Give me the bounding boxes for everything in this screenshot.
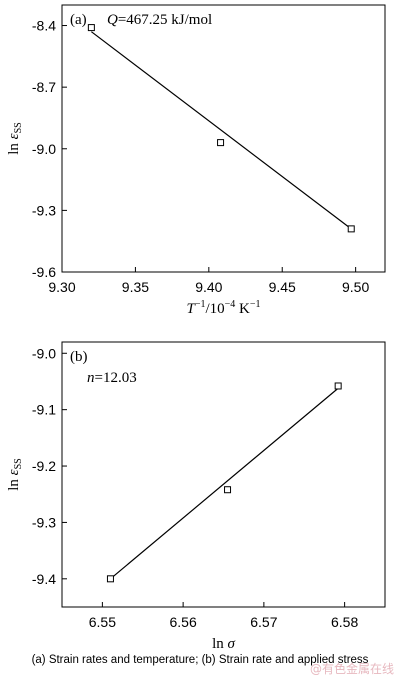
- data-point: [87, 24, 95, 32]
- panel-label: (b): [70, 349, 88, 365]
- y-tick-label: -8.4: [32, 18, 56, 34]
- data-point: [217, 139, 225, 147]
- figure-caption: (a) Strain rates and temperature; (b) St…: [31, 654, 369, 666]
- plot-frame: [61, 4, 386, 273]
- annotation: Q=467.25 kJ/mol: [107, 12, 212, 28]
- panel-label: (a): [70, 12, 87, 28]
- y-tick-label: -8.7: [32, 79, 56, 95]
- x-tick-label: 6.57: [250, 614, 277, 630]
- y-tick-label: -9.6: [32, 264, 56, 280]
- x-tick-label: 9.40: [195, 279, 222, 295]
- panel-a: 9.30 9.35 9.40 9.45 9.50 -9.6 -9.3 -9.0 -8.7 -8.4…: [6, 4, 386, 317]
- x-tick-label: 9.30: [48, 279, 75, 295]
- data-point: [334, 382, 342, 390]
- y-tick-label: -9.1: [32, 402, 56, 418]
- watermark: @有色金属在线: [309, 662, 394, 676]
- data-point: [347, 225, 355, 233]
- x-tick-label: 6.56: [170, 614, 197, 630]
- x-tick-label: 6.55: [89, 614, 116, 630]
- figure: 9.30 9.35 9.40 9.45 9.50 -9.6 -9.3 -9.0 -8.7 -8.4…: [6, 4, 386, 652]
- x-tick-label: 6.58: [331, 614, 358, 630]
- y-tick-label: -9.0: [32, 141, 56, 157]
- x-axis-label: ln σ: [212, 636, 235, 650]
- y-tick-label: -9.4: [32, 571, 56, 587]
- y-tick-label: -9.3: [32, 202, 56, 218]
- annotation: n=12.03: [87, 370, 137, 386]
- panel-b: 6.55 6.56 6.57 6.58 -9.4 -9.3 -9.2 -9.1 -9.0 (b) n…: [6, 341, 386, 652]
- y-axis-label: ln εSS: [6, 122, 24, 154]
- x-axis-label: T−1/10−4 K−1: [186, 299, 260, 317]
- y-tick-label: -9.2: [32, 458, 56, 474]
- fit-line: [110, 387, 339, 580]
- fit-line: [91, 31, 352, 230]
- plot-frame: [61, 341, 386, 608]
- x-tick-label: 9.45: [269, 279, 296, 295]
- data-point: [224, 486, 232, 494]
- x-tick-label: 9.35: [122, 279, 149, 295]
- y-tick-label: -9.0: [32, 345, 56, 361]
- y-axis-label: ln εSS: [6, 458, 24, 490]
- data-point: [106, 575, 114, 583]
- x-tick-label: 9.50: [342, 279, 369, 295]
- y-tick-label: -9.3: [32, 514, 56, 530]
